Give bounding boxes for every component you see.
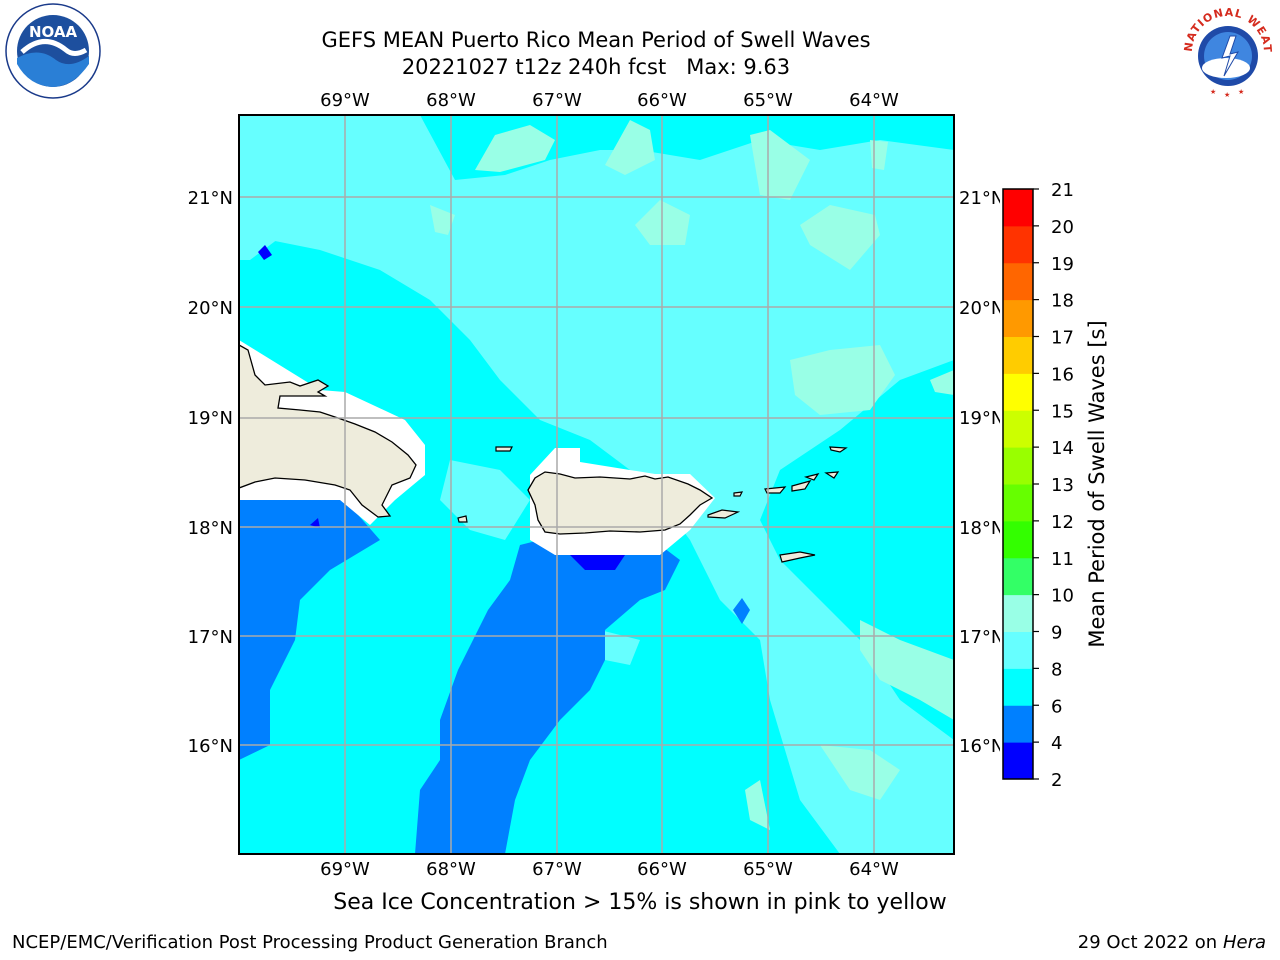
colorbar-bin [1003,410,1033,448]
lon-label: 65°W [743,859,793,880]
svg-text:★: ★ [1238,88,1244,96]
swell-field-4-6 [239,500,750,854]
colorbar-tick-label: 6 [1051,696,1062,717]
colorbar-bin [1003,299,1033,337]
lon-label: 68°W [426,90,476,111]
chart-subtitle: 20221027 t12z 240h fcst Max: 9.63 [401,55,791,79]
colorbar-tick-label: 19 [1051,254,1074,275]
colorbar-bin [1003,373,1033,411]
lon-label: 66°W [637,90,687,111]
lat-label: 18°N [188,518,233,539]
lon-labels-bottom: 69°W 68°W 67°W 66°W 65°W 64°W [320,859,899,880]
lon-label: 64°W [849,90,899,111]
colorbar-tick-label: 11 [1051,549,1074,570]
lat-label: 21°N [188,188,233,209]
hispaniola-landmass [239,344,417,518]
colorbar-bin [1003,594,1033,632]
lat-label: 18°N [959,518,1004,539]
lon-label: 66°W [637,859,687,880]
footer-date: 29 Oct 2022 on Hera [1078,932,1266,953]
lon-label: 69°W [320,859,370,880]
colorbar-bin [1003,262,1033,301]
puerto-rico-landmass [527,471,714,535]
colorbar-bin [1003,484,1033,522]
footer-credit: NCEP/EMC/Verification Post Processing Pr… [12,932,608,953]
map-plot-area [239,115,954,854]
colorbar-tick-label: 10 [1051,586,1074,607]
map-gridlines [239,115,954,854]
colorbar-bin [1003,336,1033,374]
map-frame [238,114,955,855]
colorbar-bin [1003,705,1033,743]
lon-label: 65°W [743,90,793,111]
lat-label: 17°N [959,627,1004,648]
svg-text:NOAA: NOAA [29,23,78,41]
lon-label: 64°W [849,859,899,880]
footer-date-text: 29 Oct 2022 on [1077,932,1223,953]
colorbar-tick-label: 17 [1051,328,1074,349]
swell-field-2-4 [258,245,625,570]
sea-ice-caption: Sea Ice Concentration > 15% is shown in … [333,890,947,915]
colorbar-tick-label: 14 [1051,438,1074,459]
colorbar-tick-label: 21 [1051,180,1074,201]
colorbar-tick-label: 2 [1051,770,1062,791]
colorbar-tick-label: 9 [1051,623,1062,644]
lat-label: 19°N [959,408,1004,429]
colorbar-tick-label: 20 [1051,217,1074,238]
lon-label: 68°W [426,859,476,880]
lon-label: 67°W [532,90,582,111]
lat-label: 20°N [959,298,1004,319]
colorbar-tick-label: 15 [1051,401,1074,422]
colorbar-label: Mean Period of Swell Waves [s] [1085,320,1109,647]
colorbar-bin [1003,520,1033,559]
svg-text:★: ★ [1224,91,1230,99]
lat-label: 19°N [188,408,233,429]
colorbar-tick-label: 4 [1051,733,1062,754]
lat-label: 17°N [188,627,233,648]
lat-label: 21°N [959,188,1004,209]
colorbar-bin [1003,189,1033,227]
lat-labels-left: 21°N 20°N 19°N 18°N 17°N 16°N [188,188,233,757]
lon-label: 69°W [320,90,370,111]
lat-label: 16°N [188,736,233,757]
lat-label: 20°N [188,298,233,319]
colorbar-bin [1003,557,1033,596]
colorbar-ticks: 2 4 6 8 9 10 11 12 13 14 15 16 17 18 19 20 21 [1033,180,1074,791]
lon-labels-top: 69°W 68°W 67°W 66°W 65°W 64°W [320,90,899,111]
lat-labels-right: 21°N 20°N 19°N 18°N 17°N 16°N [959,188,1004,757]
colorbar-tick-label: 8 [1051,659,1062,680]
swell-field-9-10 [430,120,954,830]
footer-machine: Hera [1222,932,1266,953]
colorbar-tick-label: 18 [1051,291,1074,312]
noaa-logo: NOAA [5,3,101,99]
colorbar-tick-label: 16 [1051,364,1074,385]
colorbar [1003,189,1033,780]
small-islands [457,446,848,563]
colorbar-tick-label: 12 [1051,512,1074,533]
lat-label: 16°N [959,736,1004,757]
colorbar-tick-label: 13 [1051,475,1074,496]
colorbar-bin [1003,668,1033,706]
colorbar-bin [1003,225,1033,264]
colorbar-bin [1003,742,1033,780]
colorbar-bin [1003,447,1033,485]
colorbar-bin [1003,631,1033,669]
lon-label: 67°W [532,859,582,880]
svg-text:★: ★ [1210,88,1216,96]
chart-title: GEFS MEAN Puerto Rico Mean Period of Swe… [321,28,871,52]
nws-logo: NATIONAL WEATHER SERVICE ★ ★ ★ [1178,2,1274,100]
